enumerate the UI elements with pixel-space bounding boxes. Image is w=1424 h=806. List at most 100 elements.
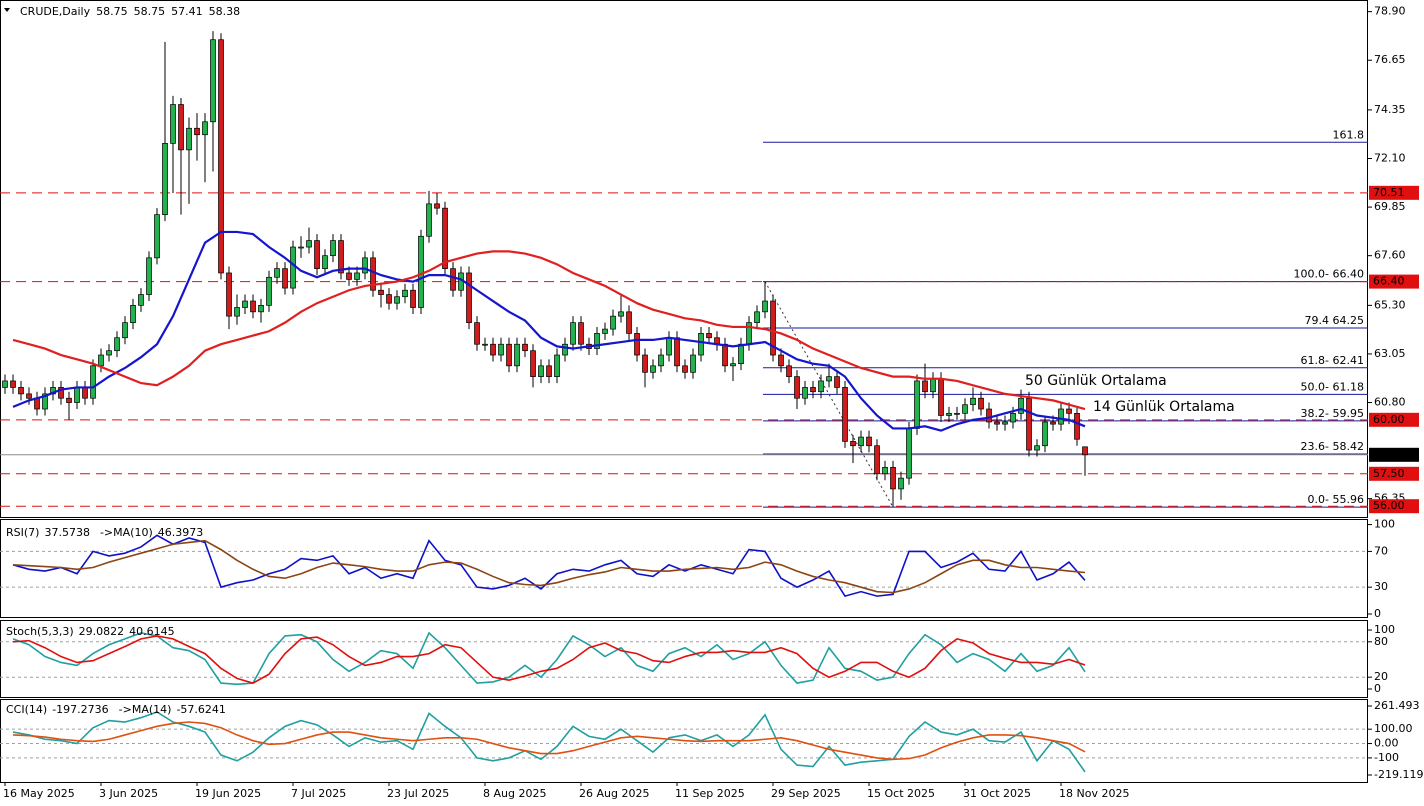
candle-body [498,343,504,356]
y-tick-label: 65.30 [1374,298,1406,311]
candle-body [242,300,248,308]
candle-body [970,397,976,406]
candle-body [890,466,896,490]
candle-body [922,380,928,393]
fib-label: 38.2- 59.95 [1301,407,1364,420]
candle-body [698,333,704,356]
candle-body [554,354,560,377]
candle-body [162,143,168,215]
indicator-line [12,635,1086,684]
candle-body [386,294,392,304]
candle-body [234,307,240,317]
level-label: 57.50 [1373,467,1405,480]
candle-body [434,203,440,209]
candle-body [762,300,768,313]
candle-body [298,246,304,249]
candle-body [946,412,952,416]
candle-body [514,343,520,367]
candle-body [1010,412,1016,423]
candle-body [202,121,208,136]
candle-body [210,39,216,123]
candle-body [578,322,584,345]
fib-trend [764,281,894,508]
candle-body [1058,408,1064,425]
candle-body [34,397,40,410]
candle-body [778,354,784,367]
stoch-panel [0,620,1368,698]
candle-body [186,127,192,151]
indicator-title: CCI(14) [6,703,47,716]
candle-body [306,240,312,248]
candle-body [754,311,760,323]
y-tick-label: 0.00 [1374,737,1399,750]
price-tag [1369,447,1419,462]
candle-body [794,376,800,399]
x-tick-label: 16 May 2025 [3,787,75,800]
candle-body [466,272,472,323]
indicator-line [12,721,1086,761]
candle-body [426,203,432,237]
candle-body [994,421,1000,425]
y-tick-label: 100.00 [1374,722,1413,735]
candle-body [634,333,640,356]
candle-body [58,387,64,399]
candle-body [26,393,32,399]
candle-body [482,343,488,346]
ohlc-value: 58.75 [96,5,128,18]
candle-body [130,305,136,323]
candle-body [66,397,72,403]
candle-body [10,380,16,388]
y-tick-label: 60.80 [1374,396,1406,409]
symbol: CRUDE,Daily [20,5,91,18]
candle-body [842,387,848,442]
x-tick-label: 26 Aug 2025 [579,787,649,800]
x-tick-label: 19 Jun 2025 [195,787,261,800]
y-tick-label: 69.85 [1374,200,1406,213]
candle-body [770,300,776,356]
y-tick-label: 261.493 [1374,699,1420,712]
y-tick-label: 30 [1374,580,1388,593]
price-label: 58.38 [1373,448,1405,461]
candle-body [98,354,104,367]
candle-body [338,240,344,274]
ohlc-value: 57.41 [171,5,203,18]
y-tick-label: 0 [1374,682,1381,695]
fib-label: 161.8 [1333,128,1365,141]
y-tick-label: 0 [1374,607,1381,620]
candle-body [418,235,424,308]
candle-body [138,294,144,306]
candle-body [1034,445,1040,451]
candle-body [602,328,608,334]
x-tick-label: 29 Sep 2025 [771,787,841,800]
x-tick-label: 31 Oct 2025 [963,787,1031,800]
candle-body [82,387,88,399]
indicator-line [12,631,1086,686]
candle-body [474,322,480,345]
candle-body [282,268,288,289]
candle-body [322,255,328,269]
candle-body [730,363,736,367]
candle-body [1042,421,1048,447]
candle-body [546,365,552,377]
y-tick-label: 100 [1374,518,1395,531]
indicator-header: CCI(14) -197.2736 ->MA(14) -57.6241 [6,703,226,716]
candle-body [1074,412,1080,440]
candle-body [250,300,256,313]
x-tick-label: 15 Oct 2025 [867,787,935,800]
candle-body [378,289,384,295]
candle-body [194,127,200,136]
candle-body [330,240,336,257]
candle-body [570,322,576,345]
candle-body [594,333,600,349]
candle-body [810,387,816,393]
y-tick-label: -100 [1374,751,1399,764]
level-tag [1369,185,1419,200]
candle-body [506,343,512,367]
candle-body [442,207,448,269]
candle-body [18,387,24,395]
series-name: ->MA(14) [119,703,172,716]
candle-body [1026,397,1032,451]
level-label: 70.51 [1373,186,1405,199]
candle-body [354,272,360,280]
